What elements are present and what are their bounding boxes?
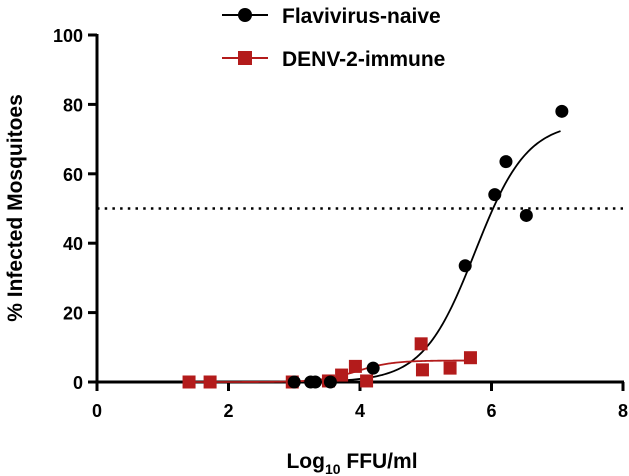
point-naive <box>287 375 301 389</box>
x-axis-title-main: Log <box>286 450 324 473</box>
point-immune <box>443 361 457 375</box>
x-axis-title-rest: FFU/ml <box>341 450 418 473</box>
point-immune <box>360 374 374 388</box>
point-naive <box>499 155 513 169</box>
y-tick-label: 100 <box>53 26 83 46</box>
x-axis-title-subscript: 10 <box>325 461 341 476</box>
point-immune <box>415 363 429 377</box>
fit-curve-naive <box>97 130 561 383</box>
x-tick-label: 4 <box>355 401 365 421</box>
point-immune <box>203 375 217 389</box>
point-immune <box>182 375 196 389</box>
point-naive <box>458 259 472 273</box>
point-immune <box>335 368 349 382</box>
legend-label-naive: Flavivirus-naive <box>282 5 441 28</box>
point-immune <box>348 359 362 373</box>
y-tick-label: 20 <box>63 304 83 324</box>
y-axis-title: % Infected Mosquitoes <box>4 94 27 322</box>
point-naive <box>488 188 502 202</box>
fit-curves <box>97 130 561 383</box>
x-axis-title: Log10 FFU/ml <box>286 450 417 476</box>
point-immune <box>414 337 428 351</box>
legend-label-immune: DENV-2-immune <box>282 48 445 71</box>
point-immune <box>463 351 477 365</box>
y-tick-label: 0 <box>73 373 83 393</box>
legend-marker-naive <box>238 8 252 22</box>
y-tick-label: 40 <box>63 234 83 254</box>
x-tick-label: 0 <box>92 401 102 421</box>
x-tick-label: 8 <box>618 401 628 421</box>
point-naive <box>308 375 322 389</box>
legend-marker-immune <box>238 51 252 65</box>
data-points <box>182 104 569 389</box>
point-naive <box>323 375 337 389</box>
point-naive <box>519 208 533 222</box>
y-tick-label: 80 <box>63 95 83 115</box>
legend: Flavivirus-naive DENV-2-immune <box>222 5 445 71</box>
point-naive <box>366 361 380 375</box>
point-naive <box>555 104 569 118</box>
x-tick-label: 6 <box>486 401 496 421</box>
y-tick-label: 60 <box>63 165 83 185</box>
x-tick-label: 2 <box>223 401 233 421</box>
